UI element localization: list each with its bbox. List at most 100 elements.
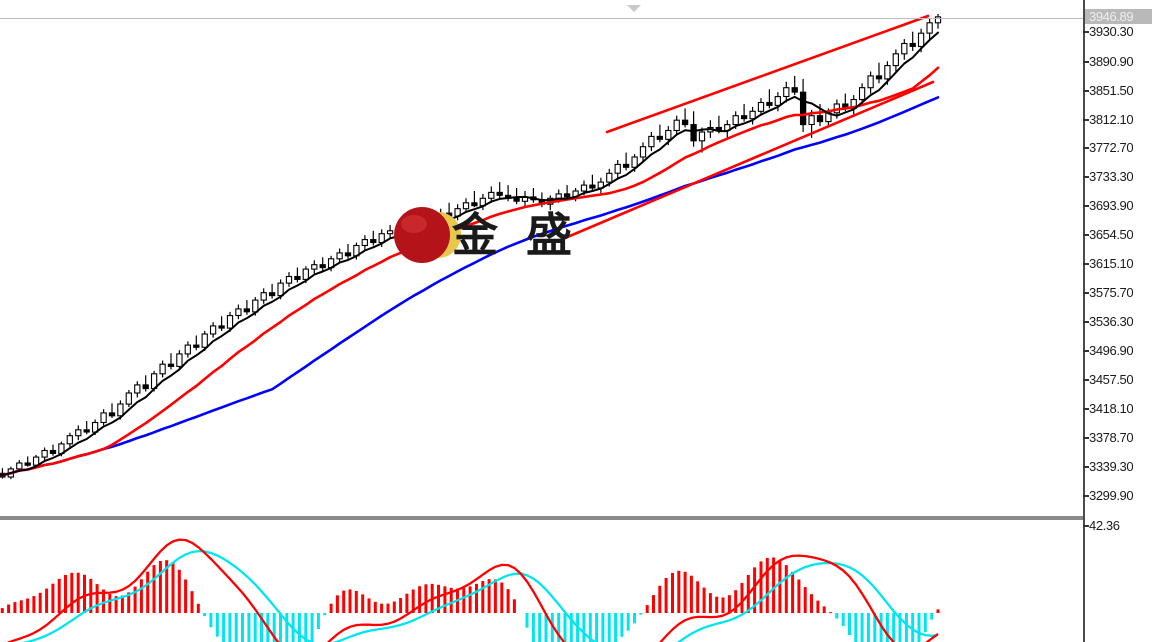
- candle-body: [41, 449, 48, 458]
- macd-bar-positive: [89, 578, 93, 613]
- macd-bar-positive: [51, 583, 55, 613]
- candle-body: [884, 65, 891, 80]
- macd-bar-positive: [361, 594, 365, 613]
- candle-body: [167, 363, 175, 367]
- candle-body: [243, 308, 250, 313]
- candle-body: [926, 22, 933, 34]
- macd-bar-negative: [923, 613, 927, 633]
- candle-body: [336, 252, 343, 260]
- candle-body: [563, 193, 571, 198]
- macd-bar-positive: [196, 603, 200, 613]
- candle-body: [420, 222, 427, 227]
- macd-bar-positive: [146, 571, 150, 613]
- top-divider: [0, 18, 1083, 19]
- candle-body: [16, 462, 23, 470]
- trend-channel-upper[interactable]: [605, 14, 930, 134]
- candle-body: [108, 412, 116, 417]
- candle-body: [867, 75, 874, 89]
- tick-label: 3339.30: [1089, 459, 1134, 474]
- macd-bar-positive: [95, 584, 99, 613]
- candle-body: [757, 101, 765, 112]
- macd-bar-negative: [203, 613, 207, 617]
- candle-body: [648, 135, 655, 148]
- tick-label: 3536.30: [1089, 314, 1134, 329]
- macd-indicator-panel[interactable]: [0, 520, 1083, 642]
- macd-bar-positive: [772, 557, 776, 613]
- macd-bar-negative: [222, 613, 226, 642]
- candle-body: [656, 135, 663, 140]
- macd-bar-positive: [70, 572, 74, 613]
- macd-bar-negative: [253, 613, 257, 642]
- candle-body: [176, 353, 183, 367]
- candle-body: [732, 115, 739, 126]
- tick-mark: [1083, 408, 1089, 410]
- candle-body: [235, 308, 242, 317]
- macd-bar-positive: [392, 601, 396, 613]
- trend-channel-lower[interactable]: [556, 80, 935, 243]
- macd-bar-negative: [860, 613, 864, 642]
- macd-bar-positive: [512, 599, 516, 613]
- candlestick-series: [0, 14, 942, 480]
- candle-body: [159, 363, 166, 375]
- macd-bar-negative: [595, 613, 599, 642]
- macd-bar-positive: [727, 595, 731, 613]
- chevron-down-icon[interactable]: [627, 5, 641, 12]
- candle-body: [277, 282, 284, 297]
- macd-bar-positive: [740, 583, 744, 613]
- macd-bar-positive: [120, 595, 124, 613]
- macd-bar-positive: [829, 612, 832, 614]
- macd-bar-negative: [297, 613, 301, 642]
- macd-bar-positive: [936, 609, 940, 613]
- candle-body: [673, 119, 680, 132]
- candle-body: [639, 146, 647, 158]
- tick-mark: [1083, 147, 1089, 149]
- candle-body: [471, 202, 478, 207]
- macd-bar-negative: [866, 613, 870, 642]
- macd-bar-positive: [677, 570, 681, 613]
- tick-mark: [1083, 350, 1089, 352]
- last-price-badge: 3946.89: [1085, 9, 1152, 24]
- macd-bar-negative: [241, 613, 244, 642]
- tick-label: 3418.10: [1089, 401, 1134, 416]
- price-axis[interactable]: 3946.89 3930.30 3890.90 3851.50 3812.10 3772…: [1083, 0, 1152, 642]
- candle-body: [370, 239, 377, 244]
- macd-bar-positive: [405, 593, 409, 613]
- macd-bar-negative: [588, 613, 592, 642]
- macd-bar-positive: [13, 602, 17, 613]
- candle-body: [901, 42, 908, 55]
- macd-bar-positive: [437, 584, 440, 613]
- candle-body: [740, 115, 748, 120]
- candle-body: [631, 156, 638, 168]
- price-chart-panel[interactable]: [0, 0, 1083, 516]
- tick-label: 3733.30: [1089, 169, 1134, 184]
- macd-bar-positive: [778, 560, 782, 613]
- candle-body: [462, 202, 470, 210]
- tick-mark: [1083, 176, 1089, 178]
- candle-body: [749, 110, 756, 120]
- candle-body: [614, 163, 621, 174]
- macd-bar-positive: [664, 578, 668, 613]
- macd-bar-positive: [114, 596, 118, 613]
- candle-body: [193, 344, 200, 348]
- macd-bar-negative: [563, 613, 567, 642]
- candle-body: [100, 412, 107, 424]
- candle-body: [917, 32, 925, 48]
- candle-body: [142, 384, 149, 390]
- macd-bar-positive: [481, 581, 485, 613]
- macd-bar-positive: [386, 603, 390, 613]
- macd-bar-positive: [689, 575, 693, 613]
- macd-bar-negative: [614, 613, 618, 642]
- macd-bar-negative: [316, 613, 320, 629]
- panel-separator: [0, 516, 1083, 520]
- macd-bar-negative: [854, 613, 858, 642]
- tick-mark: [1083, 321, 1089, 323]
- macd-bar-positive: [158, 561, 162, 613]
- macd-bar-positive: [190, 591, 194, 613]
- tick-label: 3890.90: [1089, 54, 1134, 69]
- macd-bar-negative: [550, 613, 554, 642]
- candle-body: [285, 275, 293, 284]
- macd-bar-negative: [228, 613, 232, 642]
- tick-label: 3812.10: [1089, 112, 1134, 127]
- tick-label: 3575.70: [1089, 285, 1134, 300]
- candle-body: [606, 172, 613, 183]
